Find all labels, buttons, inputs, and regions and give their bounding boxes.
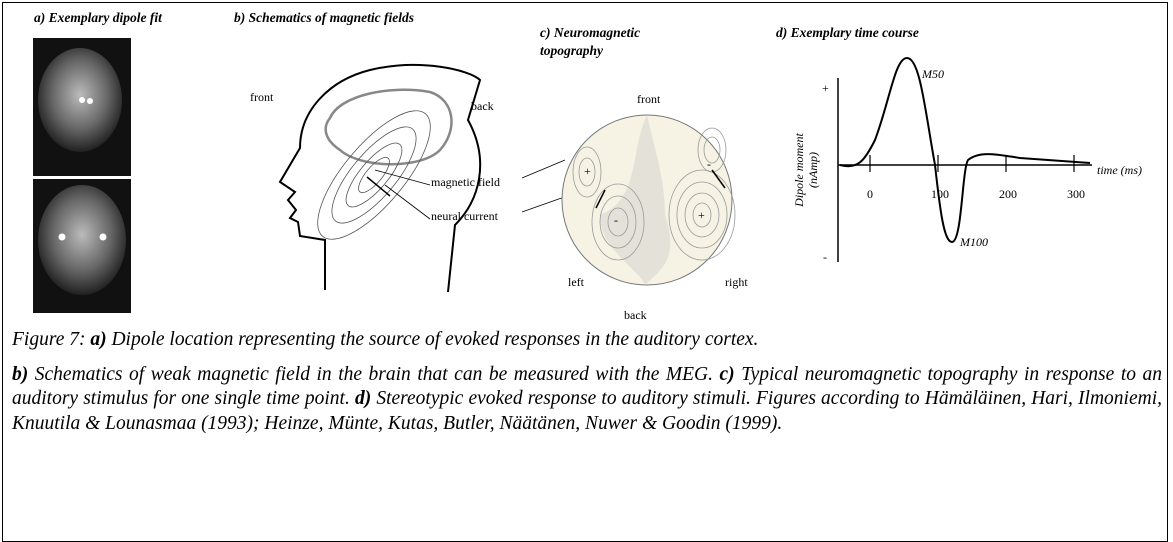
schematic-label: neural current bbox=[431, 209, 499, 223]
polarity-sign: + bbox=[698, 208, 705, 222]
caption-letter: c) bbox=[720, 364, 735, 385]
topography-label: right bbox=[725, 275, 748, 289]
peak-label: M50 bbox=[921, 67, 944, 81]
time-course bbox=[840, 58, 1090, 242]
panel-title: a) Exemplary dipole fit bbox=[34, 10, 163, 25]
panel-title: d) Exemplary time course bbox=[776, 25, 919, 40]
figure-panels: a) Exemplary dipole fit b) Schematics of… bbox=[0, 0, 1173, 330]
topography-label: front bbox=[637, 92, 661, 106]
x-tick-label: 300 bbox=[1067, 187, 1085, 201]
y-label: Dipole moment bbox=[792, 133, 806, 208]
dipole-dot bbox=[87, 98, 93, 104]
pointer-line bbox=[375, 170, 430, 185]
polarity-sign: - bbox=[614, 213, 618, 227]
panel-title: c) Neuromagnetic bbox=[540, 25, 640, 40]
y-label: (nAmp) bbox=[806, 152, 820, 188]
dipole-dot bbox=[100, 234, 107, 241]
caption-label: Figure 7: bbox=[12, 329, 85, 350]
caption-letter: a) bbox=[90, 329, 106, 350]
topography-label: back bbox=[624, 308, 647, 322]
y-sign: - bbox=[823, 250, 827, 264]
dipole-dot bbox=[79, 97, 85, 103]
caption-text: Dipole location representing the source … bbox=[107, 329, 759, 350]
x-tick-label: 0 bbox=[867, 187, 873, 201]
y-sign: + bbox=[822, 81, 829, 95]
polarity-sign: + bbox=[584, 164, 591, 178]
pointer-line bbox=[522, 160, 565, 178]
brain-image bbox=[38, 185, 126, 295]
topography-label: left bbox=[568, 275, 585, 289]
caption-text: Schematics of weak magnetic field in the… bbox=[28, 364, 719, 385]
polarity-sign: - bbox=[707, 157, 711, 171]
x-tick-label: 200 bbox=[999, 187, 1017, 201]
panel-title: b) Schematics of magnetic fields bbox=[234, 10, 414, 25]
pointer-line bbox=[385, 185, 430, 219]
peak-label: M100 bbox=[959, 235, 988, 249]
schematic-label: magnetic field bbox=[431, 175, 500, 189]
brain-outline bbox=[326, 90, 452, 164]
caption-letter: b) bbox=[12, 364, 28, 385]
caption: Figure 7: a) Dipole location representin… bbox=[12, 328, 1162, 446]
dipole-dot bbox=[59, 234, 66, 241]
panel-title: topography bbox=[540, 43, 604, 58]
page: a) Exemplary dipole fit b) Schematics of… bbox=[0, 0, 1173, 533]
caption-line: Figure 7: a) Dipole location representin… bbox=[12, 328, 1162, 353]
caption-letter: d) bbox=[355, 388, 371, 409]
schematic-label: back bbox=[471, 99, 494, 113]
x-label: time (ms) bbox=[1097, 163, 1142, 177]
caption-paragraph: b) Schematics of weak magnetic field in … bbox=[12, 363, 1162, 437]
field-lines bbox=[300, 94, 449, 255]
schematic-label: front bbox=[250, 90, 274, 104]
